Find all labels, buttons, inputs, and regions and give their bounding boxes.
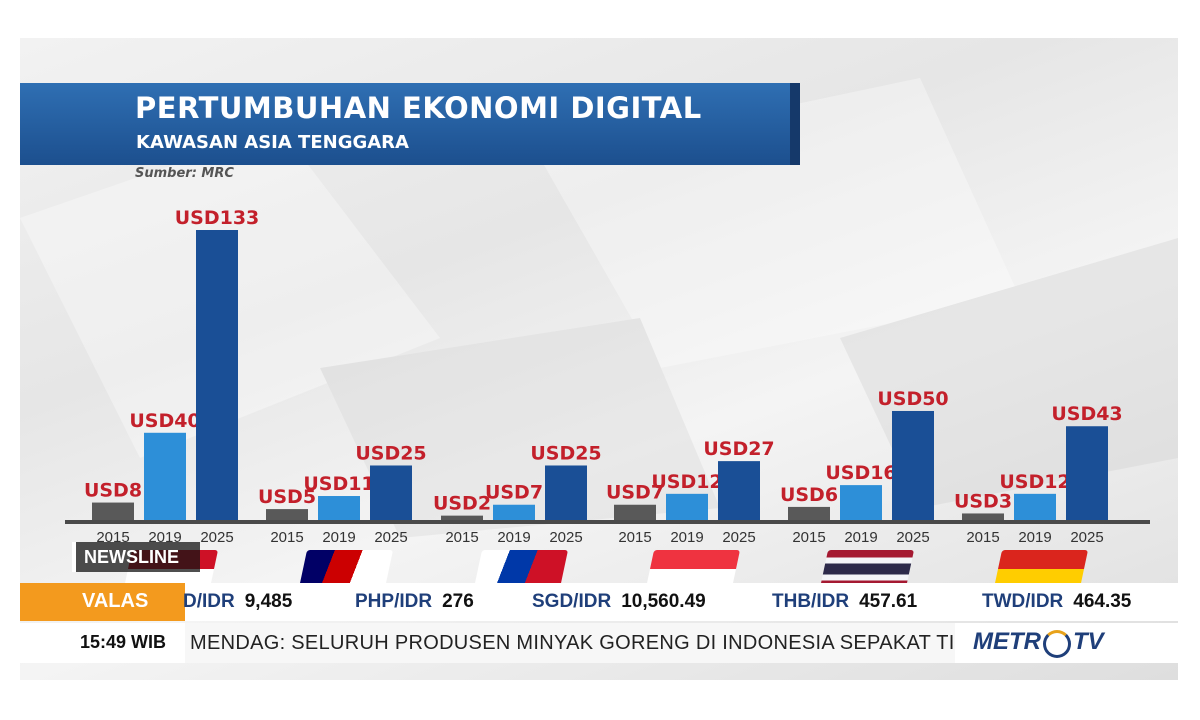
valas-label: VALAS [82, 590, 149, 612]
bar [840, 485, 882, 520]
bar [1014, 493, 1056, 520]
metrotv-logo: METR TV [965, 625, 1145, 661]
time-box: 15:49 WIB [20, 623, 185, 663]
bar-value-label: USD25 [355, 442, 426, 464]
bar [370, 465, 412, 520]
bar [788, 506, 830, 520]
year-tick-label: 2019 [322, 529, 355, 546]
bar [266, 509, 308, 520]
chart-source: Sumber: MRC [135, 166, 234, 181]
bar-value-label: USD25 [530, 442, 601, 464]
logo-text-metro: METR [973, 628, 1041, 655]
year-tick-label: 2015 [618, 529, 651, 546]
x-axis-line [65, 520, 1150, 524]
year-tick-label: 2019 [497, 529, 530, 546]
year-tick-label: 2019 [148, 529, 181, 546]
bar [1066, 426, 1108, 520]
rate-value: 464.35 [1073, 591, 1132, 612]
bar [92, 502, 134, 520]
bar-value-label: USD16 [825, 462, 896, 484]
bar-value-label: USD5 [258, 486, 316, 508]
year-tick-label: 2025 [200, 529, 233, 546]
bar [666, 493, 708, 520]
chart-title: PERTUMBUHAN EKONOMI DIGITAL [135, 91, 702, 125]
rate-pair: D/IDR [183, 591, 235, 612]
ticker-headline: MENDAG: SELURUH PRODUSEN MINYAK GORENG D… [190, 632, 955, 654]
year-tick-label: 2025 [722, 529, 755, 546]
rate-value: 9,485 [244, 591, 293, 612]
year-tick-label: 2019 [670, 529, 703, 546]
rate-value: 457.61 [859, 591, 918, 612]
bar-value-label: USD8 [84, 480, 142, 502]
newsline-badge: NEWSLINE [72, 542, 200, 572]
bar-value-label: USD11 [303, 473, 374, 495]
rate-item: D/IDR 9,485 [183, 591, 292, 613]
year-tick-label: 2015 [270, 529, 303, 546]
year-tick-label: 2019 [844, 529, 877, 546]
year-tick-label: 2015 [966, 529, 999, 546]
bar [614, 504, 656, 520]
bar-value-label: USD27 [703, 438, 774, 460]
rate-pair: TWD/IDR [982, 591, 1064, 612]
bar [144, 432, 186, 520]
year-tick-label: 2015 [792, 529, 825, 546]
bar-chart: USD8 2015 USD40 2019 USD133 2025 USD5 2015 USD11… [65, 207, 1150, 546]
year-tick-label: 2015 [96, 529, 129, 546]
rate-item: THB/IDR 457.61 [772, 591, 917, 613]
bar [718, 461, 760, 520]
newsline-label: NEWSLINE [84, 547, 180, 567]
title-band [20, 83, 800, 165]
bar [196, 230, 238, 520]
bar-value-label: USD40 [129, 410, 200, 432]
year-tick-label: 2025 [374, 529, 407, 546]
rate-pair: SGD/IDR [532, 591, 612, 612]
bar-value-label: USD2 [433, 493, 491, 515]
bar [441, 515, 483, 520]
ticker-bar: 15:49 WIB MENDAG: SELURUH PRODUSEN MINYA… [20, 623, 1178, 663]
rate-value: 10,560.49 [621, 591, 706, 612]
bar-value-label: USD50 [877, 388, 948, 410]
logo-text-tv: TV [1073, 628, 1104, 655]
bar [493, 504, 535, 520]
ticker-text-wrap: MENDAG: SELURUH PRODUSEN MINYAK GORENG D… [185, 623, 955, 663]
logo-ring-icon [1043, 630, 1071, 658]
bar-value-label: USD3 [954, 490, 1012, 512]
rate-pair: THB/IDR [772, 591, 850, 612]
year-tick-label: 2019 [1018, 529, 1051, 546]
bar-value-label: USD7 [485, 482, 543, 504]
rate-item: SGD/IDR 10,560.49 [532, 591, 706, 613]
bar-value-label: USD133 [175, 207, 260, 229]
bar-value-label: USD43 [1051, 403, 1122, 425]
bar [962, 513, 1004, 520]
bar-value-label: USD12 [999, 471, 1070, 493]
bar-value-label: USD12 [651, 471, 722, 493]
broadcast-frame: PERTUMBUHAN EKONOMI DIGITAL KAWASAN ASIA… [20, 38, 1178, 680]
chart-subtitle: KAWASAN ASIA TENGGARA [136, 132, 409, 153]
rate-value: 276 [442, 591, 474, 612]
bar [545, 465, 587, 520]
clock-time: 15:49 WIB [80, 632, 167, 652]
bar [318, 496, 360, 520]
bar-value-label: USD7 [606, 482, 664, 504]
year-tick-label: 2015 [445, 529, 478, 546]
year-tick-label: 2025 [549, 529, 582, 546]
valas-bar: VALAS D/IDR 9,485 PHP/IDR 276 SGD/IDR 10,56… [20, 583, 1178, 621]
rate-item: TWD/IDR 464.35 [982, 591, 1131, 613]
valas-label-box: VALAS [20, 583, 185, 621]
bar-value-label: USD6 [780, 484, 838, 506]
rate-pair: PHP/IDR [355, 591, 433, 612]
year-tick-label: 2025 [896, 529, 929, 546]
year-tick-label: 2025 [1070, 529, 1103, 546]
bar [892, 410, 934, 520]
rate-item: PHP/IDR 276 [355, 591, 474, 613]
